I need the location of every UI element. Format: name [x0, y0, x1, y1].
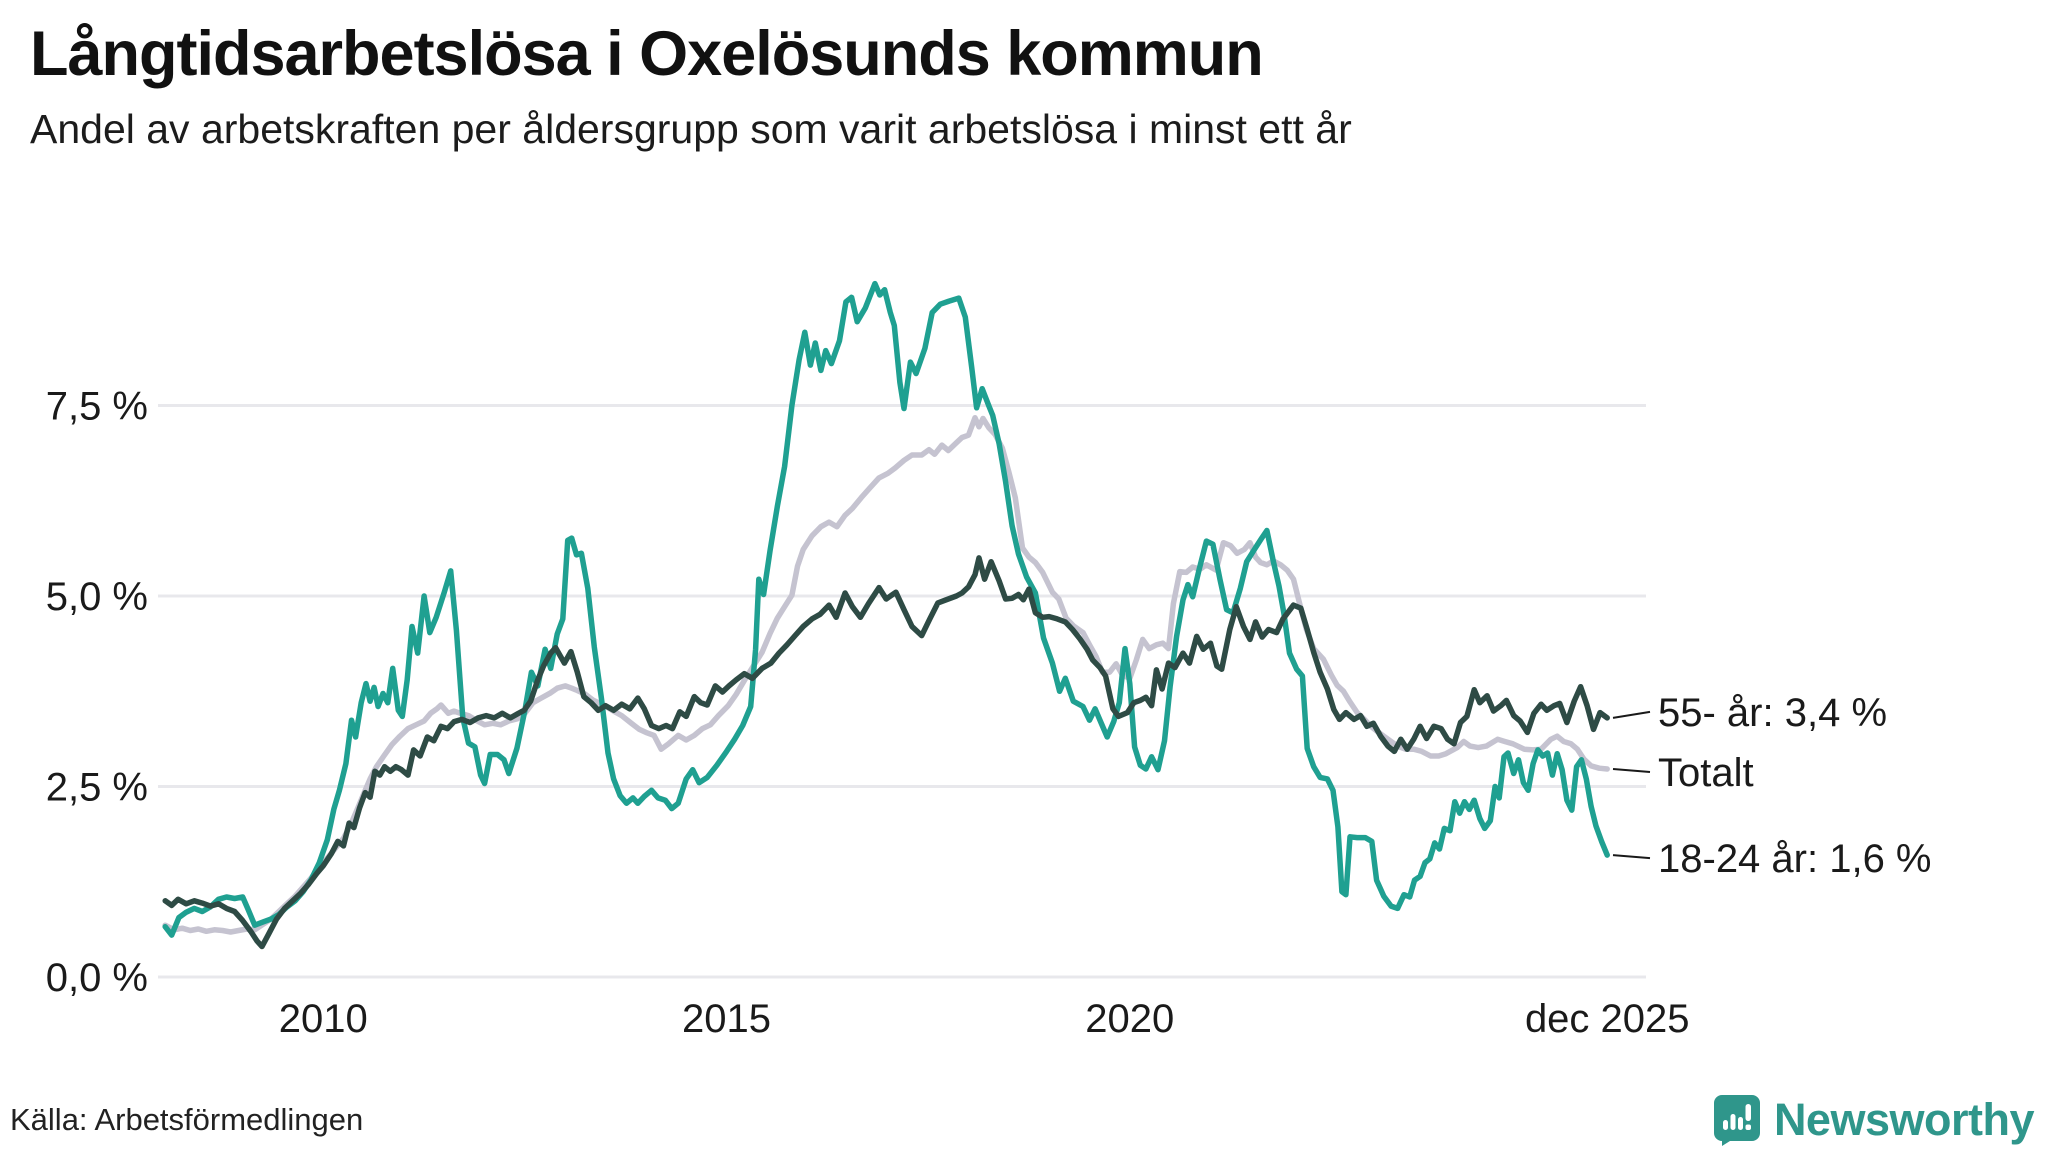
y-axis-tick-label: 0,0 % [46, 956, 148, 1000]
y-axis-tick-label: 2,5 % [46, 766, 148, 810]
series-line-Totalt [162, 414, 1610, 935]
series-end-label-18-24år: 18-24 år: 1,6 % [1658, 837, 1932, 881]
newsworthy-logo: Newsworthy [1712, 1094, 2035, 1146]
newsworthy-logo-text: Newsworthy [1773, 1094, 2035, 1145]
y-axis-tick-label: 5,0 % [46, 575, 148, 619]
newsworthy-logo-icon [1712, 1094, 1762, 1146]
chart-subtitle: Andel av arbetskraften per åldersgrupp s… [30, 106, 1352, 152]
annotation-leader-Totalt [1612, 767, 1651, 773]
x-axis-tick-label: 2010 [279, 997, 368, 1041]
page-title: Långtidsarbetslösa i Oxelösunds kommun [30, 19, 1264, 89]
series-line-55-år [162, 555, 1610, 950]
y-axis-tick-label: 7,5 % [46, 385, 148, 429]
x-axis-tick-label: 2015 [682, 997, 771, 1041]
source-note: Källa: Arbetsförmedlingen [10, 1102, 364, 1137]
x-axis-tick-label: 2020 [1085, 997, 1174, 1041]
series-end-label-Totalt: Totalt [1658, 751, 1754, 795]
annotation-leader-18-24år [1612, 854, 1651, 860]
series-line-18-24år [162, 280, 1610, 938]
x-axis-tick-label: dec 2025 [1525, 997, 1690, 1041]
annotation-leader-55-år [1612, 710, 1651, 719]
series-end-label-55-år: 55- år: 3,4 % [1658, 691, 1887, 735]
